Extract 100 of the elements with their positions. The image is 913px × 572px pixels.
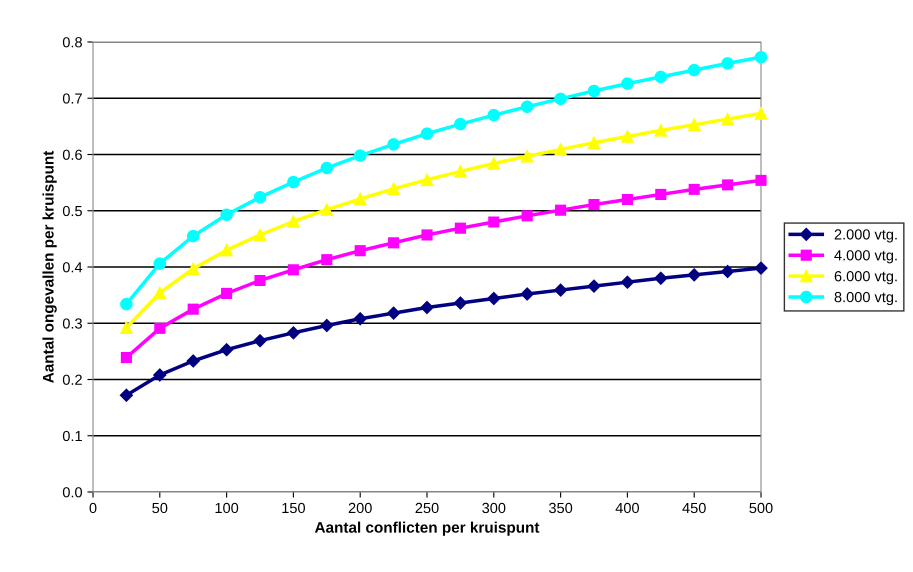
point bbox=[520, 100, 534, 113]
point bbox=[454, 165, 467, 178]
y-tick-label: 0.6 bbox=[62, 150, 82, 160]
x-tick-label: 50 bbox=[152, 502, 168, 514]
point bbox=[120, 352, 132, 364]
point bbox=[420, 174, 434, 186]
point bbox=[621, 77, 634, 90]
x-axis-title: Aantal conflicten per kruispunt bbox=[314, 522, 540, 536]
point bbox=[488, 216, 500, 228]
point bbox=[555, 204, 566, 216]
point bbox=[387, 182, 400, 196]
y-axis-title: Aantal ongevallen per kruispunt bbox=[42, 150, 57, 383]
point bbox=[588, 84, 600, 98]
legend-label: 6.000 vtg. bbox=[834, 271, 897, 284]
point bbox=[654, 124, 668, 137]
point bbox=[655, 188, 666, 200]
point bbox=[420, 300, 434, 314]
x-tick-label: 150 bbox=[282, 502, 305, 514]
point bbox=[387, 306, 400, 320]
x-tick-label: 400 bbox=[616, 502, 639, 514]
point bbox=[754, 50, 768, 64]
point bbox=[120, 388, 133, 402]
point bbox=[354, 192, 366, 206]
point bbox=[420, 127, 434, 140]
x-tick-label: 450 bbox=[682, 502, 706, 514]
point bbox=[454, 222, 466, 234]
point bbox=[520, 287, 534, 301]
point bbox=[721, 112, 734, 126]
point bbox=[520, 150, 534, 162]
point bbox=[120, 298, 133, 310]
y-tick-label: 0.8 bbox=[62, 37, 82, 48]
point bbox=[220, 208, 233, 221]
point bbox=[522, 210, 533, 222]
point bbox=[320, 162, 334, 174]
y-tick-label: 0.2 bbox=[62, 374, 82, 385]
point bbox=[254, 228, 266, 242]
point bbox=[554, 92, 567, 106]
point bbox=[354, 245, 366, 256]
point bbox=[454, 296, 467, 310]
point bbox=[721, 57, 734, 70]
point bbox=[288, 264, 299, 276]
point bbox=[320, 318, 334, 332]
x-tick-label: 0 bbox=[90, 502, 96, 514]
y-tick-label: 0.4 bbox=[62, 262, 82, 272]
x-tick-label: 350 bbox=[548, 502, 572, 514]
x-tick-label: 200 bbox=[348, 502, 372, 514]
legend-label: 2.000 vtg. bbox=[834, 229, 897, 242]
point bbox=[154, 257, 166, 270]
point bbox=[755, 174, 767, 186]
y-tick-label: 0.7 bbox=[62, 93, 82, 104]
legend-label: 4.000 vtg. bbox=[834, 250, 897, 264]
y-tick-label: 0.5 bbox=[62, 206, 82, 216]
point bbox=[321, 254, 332, 266]
point bbox=[487, 292, 500, 306]
point bbox=[354, 149, 366, 162]
point bbox=[220, 343, 234, 356]
point bbox=[254, 274, 266, 286]
point bbox=[421, 229, 433, 240]
point bbox=[554, 143, 567, 156]
point bbox=[688, 184, 700, 195]
point bbox=[188, 304, 199, 315]
point bbox=[320, 203, 334, 216]
legend-label: 8.000 vtg. bbox=[834, 292, 897, 306]
x-tick-label: 300 bbox=[482, 502, 506, 514]
point bbox=[253, 334, 267, 348]
point bbox=[688, 118, 700, 131]
point bbox=[654, 70, 668, 84]
point bbox=[354, 312, 367, 326]
point bbox=[587, 280, 601, 293]
point bbox=[154, 322, 166, 334]
point bbox=[621, 130, 634, 143]
point bbox=[153, 368, 166, 382]
x-tick-label: 500 bbox=[749, 502, 773, 514]
y-tick-label: 0.0 bbox=[62, 487, 82, 498]
point bbox=[754, 262, 768, 275]
point bbox=[388, 237, 400, 248]
point bbox=[554, 283, 568, 297]
y-tick-label: 0.3 bbox=[62, 318, 82, 329]
point bbox=[186, 262, 200, 275]
point bbox=[221, 288, 232, 299]
point bbox=[154, 286, 166, 300]
point bbox=[588, 136, 600, 149]
point bbox=[620, 276, 634, 289]
point bbox=[220, 244, 233, 256]
point bbox=[287, 215, 300, 228]
point bbox=[722, 179, 734, 190]
point bbox=[588, 199, 600, 210]
point bbox=[688, 64, 700, 76]
x-tick-label: 250 bbox=[416, 502, 439, 514]
point bbox=[287, 176, 300, 188]
point bbox=[286, 326, 300, 340]
point bbox=[622, 194, 633, 206]
point bbox=[488, 157, 500, 170]
point bbox=[721, 264, 734, 278]
point bbox=[186, 354, 200, 368]
point bbox=[654, 272, 668, 285]
point bbox=[488, 108, 500, 122]
point bbox=[186, 230, 200, 242]
y-tick-label: 0.1 bbox=[62, 430, 82, 442]
point bbox=[754, 107, 768, 120]
